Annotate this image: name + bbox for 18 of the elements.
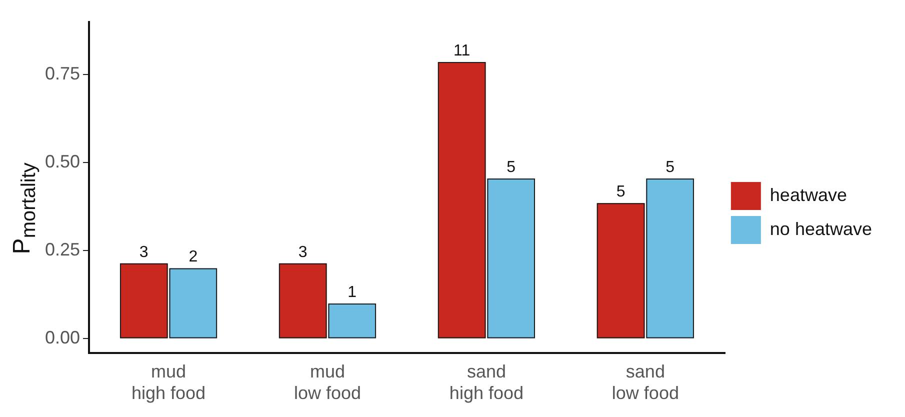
x-tick-label: sand high food xyxy=(449,362,524,404)
y-tick-label: 0.50 xyxy=(44,152,80,172)
y-tick-label: 0.75 xyxy=(44,64,80,84)
annotation: 1 xyxy=(348,284,357,301)
annotation: 2 xyxy=(188,248,198,266)
annotation: 5 xyxy=(616,184,626,201)
y-tick-label: 0.00 xyxy=(44,328,80,348)
annotation: 3 xyxy=(298,244,308,261)
annotation: 5 xyxy=(506,158,516,176)
legend-label: no heatwave xyxy=(770,218,872,239)
legend-label: heatwave xyxy=(770,184,847,205)
x-tick-label: sand low food xyxy=(612,362,679,404)
annotation: 11 xyxy=(454,42,470,60)
annotation: 5 xyxy=(666,158,675,176)
x-tick-label: mud low food xyxy=(294,362,362,404)
x-tick-label: mud high food xyxy=(131,362,206,404)
annotation: 3 xyxy=(139,244,148,261)
y-tick-label: 0.25 xyxy=(44,240,80,260)
